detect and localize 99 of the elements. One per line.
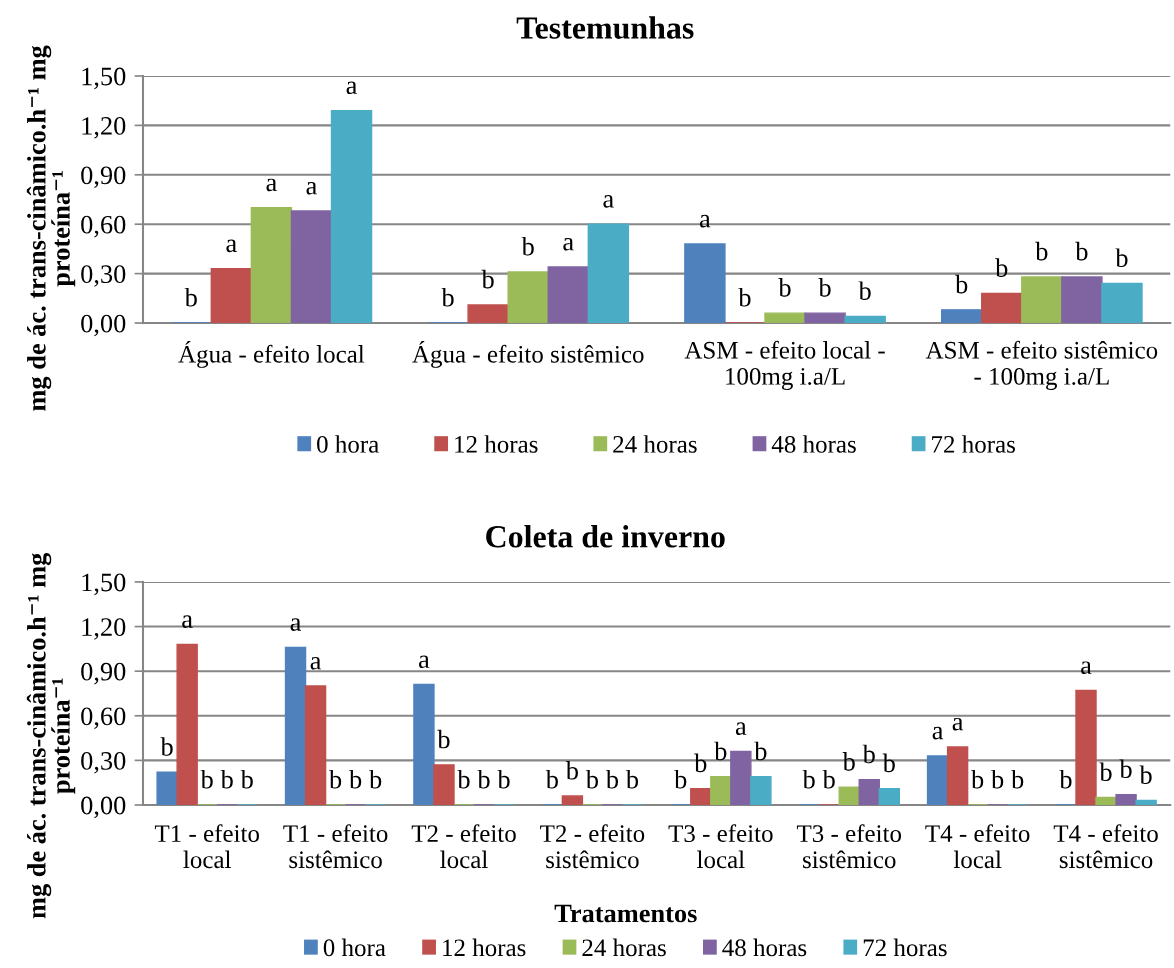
data-label: a xyxy=(419,655,430,669)
x-tick-label: T1 - efeito local xyxy=(154,824,259,869)
data-label: b xyxy=(1139,765,1152,785)
x-axis-title: Tratamentos xyxy=(554,904,697,923)
y-tick-label: 0,60 xyxy=(81,215,126,238)
data-label: a xyxy=(603,195,614,208)
data-label: b xyxy=(754,741,767,761)
data-label: b xyxy=(818,278,831,297)
data-label: b xyxy=(160,737,173,756)
data-label: b xyxy=(858,281,871,300)
y-axis-title: mg de ác. trans-cinâmico.h⁻¹ mg proteína⁻¹ xyxy=(26,45,76,411)
data-label: b xyxy=(1035,241,1048,261)
data-label: b xyxy=(882,753,895,773)
legend-label: 0 hora xyxy=(317,435,379,453)
data-label: b xyxy=(778,278,791,297)
data-label: a xyxy=(563,237,574,251)
data-label: b xyxy=(497,769,510,789)
data-label: b xyxy=(585,769,599,789)
data-label: a xyxy=(735,722,747,735)
data-label: b xyxy=(349,769,362,789)
data-label: b xyxy=(738,287,751,307)
data-label: b xyxy=(545,769,558,789)
data-label: a xyxy=(346,81,358,95)
y-tick-label: 0,90 xyxy=(81,662,126,685)
legend-label: 48 horas xyxy=(771,435,856,453)
legend-label: 72 horas xyxy=(863,938,947,957)
data-label: b xyxy=(565,761,578,780)
legend-label: 0 hora xyxy=(323,938,386,957)
data-label: b xyxy=(625,769,639,789)
data-label: a xyxy=(306,181,317,195)
data-label: b xyxy=(1059,769,1072,789)
legend-label: 48 horas xyxy=(722,938,807,957)
y-tick-label: 0,90 xyxy=(81,166,126,189)
data-label: b xyxy=(995,258,1008,277)
data-label: b xyxy=(842,752,855,771)
x-tick-label: ASM - efeito local - 100mg i.a/L xyxy=(684,340,885,390)
data-label: b xyxy=(441,287,454,307)
data-label: b xyxy=(991,769,1004,789)
data-label: b xyxy=(521,236,534,256)
x-tick-label: ASM - efeito sistêmico - 100mg i.a/L xyxy=(925,340,1158,390)
data-label: b xyxy=(437,729,450,749)
data-label: b xyxy=(184,287,197,307)
chart-title: Testemunhas xyxy=(516,16,694,39)
legend-label: 12 horas xyxy=(455,435,538,453)
x-tick-label: Água - efeito local xyxy=(178,341,365,368)
x-tick-label: T2 - efeito sistêmico xyxy=(540,824,645,869)
data-label: a xyxy=(290,618,302,631)
data-label: b xyxy=(477,769,490,789)
legend-label: 12 horas xyxy=(443,938,526,957)
data-label: b xyxy=(220,769,233,789)
data-label: b xyxy=(1075,241,1088,261)
y-tick-label: 1,50 xyxy=(82,573,126,596)
y-tick-label: 0,00 xyxy=(81,314,126,337)
data-label: b xyxy=(329,769,342,789)
y-tick-label: 1,20 xyxy=(82,618,126,640)
data-label: a xyxy=(932,726,944,740)
data-label: a xyxy=(182,615,193,628)
legend-label: 72 horas xyxy=(932,435,1015,453)
x-tick-label: T1 - efeito sistêmico xyxy=(283,824,388,869)
data-label: b xyxy=(694,753,707,773)
legend-label: 24 horas xyxy=(582,938,666,957)
y-tick-label: 0,30 xyxy=(81,751,126,774)
data-label: b xyxy=(1119,759,1132,779)
y-tick-label: 0,00 xyxy=(81,796,126,819)
data-label: a xyxy=(952,717,964,731)
y-tick-label: 1,20 xyxy=(82,117,126,139)
data-label: b xyxy=(822,769,835,789)
data-label: b xyxy=(1011,769,1024,789)
y-axis-title: mg de ác. trans-cinâmico.h⁻¹ mg proteína⁻¹ xyxy=(26,552,76,919)
x-tick-label: T2 - efeito local xyxy=(411,824,516,869)
data-label: a xyxy=(226,239,237,253)
data-label: a xyxy=(1081,661,1092,675)
x-tick-label: T4 - efeito sistêmico xyxy=(1053,824,1158,869)
data-label: b xyxy=(714,741,727,761)
data-label: b xyxy=(200,769,213,789)
x-tick-label: T3 - efeito local xyxy=(668,824,773,869)
data-label: b xyxy=(955,274,968,294)
data-label: b xyxy=(674,769,687,789)
legend-label: 24 horas xyxy=(613,435,697,453)
data-label: b xyxy=(457,769,470,789)
data-label: b xyxy=(802,769,815,789)
y-tick-label: 1,50 xyxy=(82,67,126,90)
chart-title: Coleta de inverno xyxy=(486,525,725,548)
data-label: a xyxy=(266,178,277,192)
y-tick-label: 0,60 xyxy=(81,707,126,729)
data-label: b xyxy=(1099,762,1112,782)
data-label: b xyxy=(240,769,253,789)
y-tick-label: 0,30 xyxy=(81,265,126,287)
x-tick-label: T4 - efeito local xyxy=(925,824,1030,869)
data-label: a xyxy=(310,656,322,670)
data-label: a xyxy=(699,214,711,228)
data-label: b xyxy=(605,769,619,789)
data-label: b xyxy=(369,769,382,789)
data-label: b xyxy=(1115,248,1128,268)
x-tick-label: T3 - efeito sistêmico xyxy=(796,824,902,869)
x-tick-label: Água - efeito sistêmico xyxy=(412,341,644,368)
data-label: b xyxy=(971,769,984,789)
data-label: b xyxy=(481,269,494,289)
data-label: b xyxy=(862,744,875,764)
